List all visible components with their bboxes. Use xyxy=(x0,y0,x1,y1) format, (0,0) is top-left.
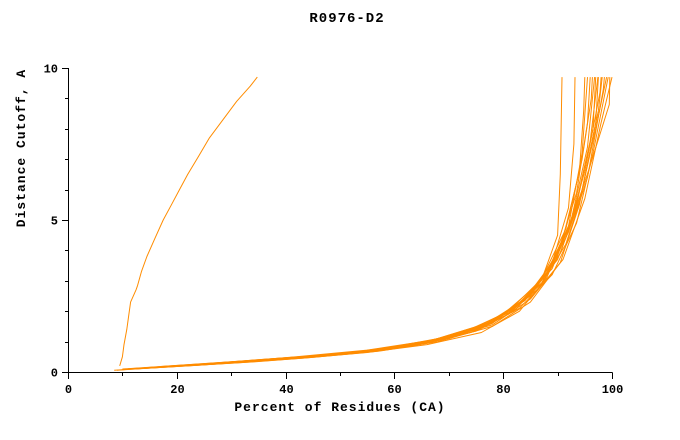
series-line xyxy=(114,77,599,371)
x-tick-label: 0 xyxy=(65,383,72,397)
series-line xyxy=(138,77,593,369)
y-axis-label: Distance Cutoff, A xyxy=(14,69,29,227)
series-line xyxy=(133,77,602,370)
x-axis-label: Percent of Residues (CA) xyxy=(234,400,445,415)
y-tick-label: 10 xyxy=(44,63,58,77)
series-line xyxy=(116,77,588,371)
x-tick-label: 40 xyxy=(279,383,293,397)
x-tick-label: 80 xyxy=(496,383,510,397)
series-line xyxy=(125,77,605,370)
series-line xyxy=(127,77,611,370)
series-line xyxy=(154,76,613,368)
series-line xyxy=(138,77,609,369)
series-line xyxy=(122,77,597,370)
x-tick-label: 100 xyxy=(602,383,624,397)
y-tick-label: 0 xyxy=(51,367,58,381)
series-line xyxy=(144,77,586,369)
series-line xyxy=(160,77,603,367)
series-line xyxy=(154,77,599,368)
series-line xyxy=(119,76,258,367)
y-tick-label: 5 xyxy=(51,215,58,229)
series-lines xyxy=(114,76,613,371)
series-line xyxy=(127,77,591,370)
axes: 0 20 40 60 80 100 0 5 10 xyxy=(44,63,624,398)
series-line xyxy=(122,77,563,371)
chart-title: R0976-D2 xyxy=(309,11,384,27)
x-tick-label: 60 xyxy=(387,383,401,397)
x-tick-label: 20 xyxy=(170,383,184,397)
series-line xyxy=(149,77,596,369)
series-line xyxy=(133,77,576,370)
series-line xyxy=(144,76,608,369)
